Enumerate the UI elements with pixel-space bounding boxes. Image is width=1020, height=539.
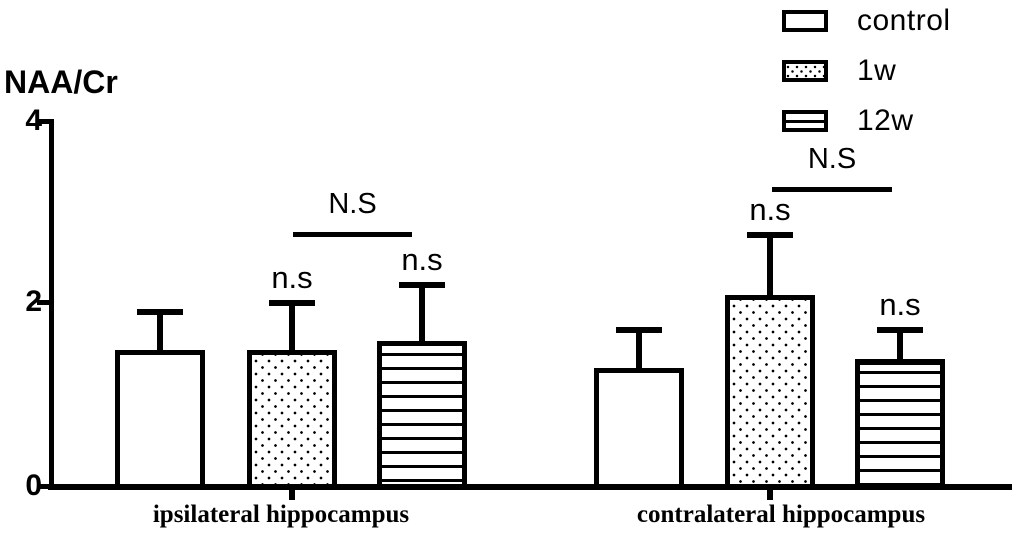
- legend-item-12w: 12w: [782, 106, 951, 136]
- x-tick-group-1: [289, 490, 295, 500]
- error-bar-stem: [157, 309, 163, 351]
- error-bar-stem: [767, 231, 773, 296]
- significance-line-contralateral: [772, 187, 892, 192]
- error-bar-cap: [269, 299, 315, 306]
- y-axis-title: NAA/Cr: [4, 64, 118, 100]
- significance-label-ipsilateral: N.S: [328, 188, 377, 220]
- legend-label-1w: 1w: [857, 54, 897, 87]
- legend-item-control: control: [782, 6, 951, 36]
- legend-swatch-control: [782, 10, 828, 32]
- ns-annotation-1w-contralateral: n.s: [749, 191, 791, 227]
- bar-1w-ipsilateral: [247, 350, 337, 490]
- legend-item-1w: 1w: [782, 56, 951, 86]
- significance-line-ipsilateral: [293, 232, 412, 237]
- x-category-label-ipsilateral: ipsilateral hippocampus: [152, 501, 410, 528]
- legend-swatch-1w: [782, 60, 828, 82]
- bar-12w-ipsilateral: [377, 341, 467, 490]
- bar-1w-contralateral: [725, 295, 815, 490]
- error-bar-cap: [399, 281, 445, 288]
- ns-annotation-12w-contralateral: n.s: [879, 287, 921, 323]
- error-bar-stem: [419, 281, 425, 341]
- legend-label-control: control: [857, 4, 951, 37]
- x-tick-group-2: [767, 490, 773, 500]
- ns-annotation-1w-ipsilateral: n.s: [271, 259, 313, 295]
- y-tick-label-2: 2: [25, 284, 42, 318]
- error-bar-cap: [877, 327, 923, 334]
- error-bar-cap: [747, 231, 793, 238]
- legend: control 1w 12w: [782, 6, 951, 136]
- error-bar-cap: [137, 309, 183, 316]
- error-bar-stem: [289, 299, 295, 351]
- error-bar-stem: [636, 327, 642, 369]
- error-bar-cap: [616, 327, 662, 334]
- legend-label-12w: 12w: [857, 104, 914, 137]
- y-tick-label-0: 0: [25, 468, 42, 502]
- y-axis-line: [49, 119, 54, 490]
- x-category-label-contralateral: contralateral hippocampus: [636, 501, 926, 528]
- y-tick-0: [37, 484, 50, 489]
- y-tick-label-4: 4: [25, 103, 42, 137]
- y-tick-2: [37, 300, 50, 305]
- significance-label-contralateral: N.S: [807, 143, 857, 175]
- bar-control-contralateral: [594, 368, 684, 490]
- x-axis-line: [48, 484, 1012, 490]
- error-bar-stem: [897, 327, 903, 360]
- bar-12w-contralateral: [855, 359, 945, 490]
- y-tick-4: [37, 119, 50, 124]
- ns-annotation-12w-ipsilateral: n.s: [401, 241, 443, 277]
- legend-swatch-12w: [782, 110, 828, 132]
- bar-control-ipsilateral: [115, 350, 205, 490]
